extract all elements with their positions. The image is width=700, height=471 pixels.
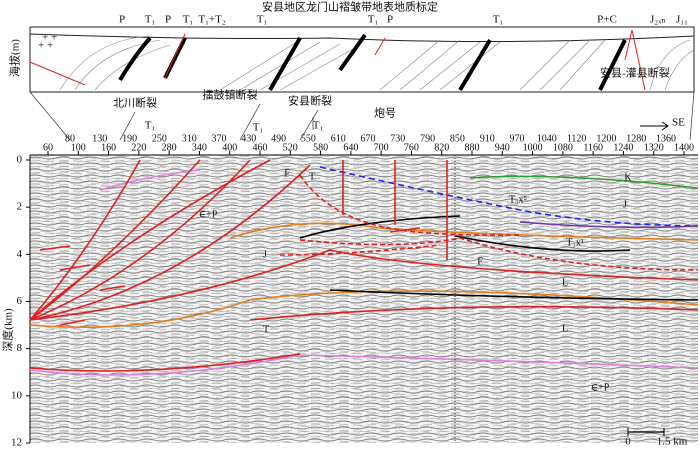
lower-tick-label: 60 bbox=[43, 142, 53, 153]
upper-tick-label: 1040 bbox=[537, 133, 557, 144]
lower-tick-label: 820 bbox=[434, 142, 449, 153]
section-label: J bbox=[623, 199, 627, 210]
section-label: L bbox=[562, 323, 568, 334]
lower-tick-label: 280 bbox=[162, 142, 177, 153]
unit-label: J₂ₓₙ bbox=[650, 14, 666, 26]
lower-tick-label: 1320 bbox=[644, 142, 664, 153]
depth-tick-label: 6 bbox=[17, 295, 23, 307]
lower-tick-label: 100 bbox=[71, 142, 86, 153]
lower-tick-label: 580 bbox=[313, 142, 328, 153]
lower-tick-label: 400 bbox=[222, 142, 237, 153]
fault-name: 安县断裂 bbox=[288, 94, 332, 108]
unit-label: P bbox=[119, 14, 125, 26]
lower-tick-label: 640 bbox=[343, 142, 358, 153]
faults bbox=[29, 159, 699, 326]
upper-tick-label: 550 bbox=[301, 133, 316, 144]
depth-tick-label: 12 bbox=[11, 437, 22, 449]
upper-tick-label: 1120 bbox=[567, 133, 587, 144]
fault-name: 擂鼓镇断裂 bbox=[203, 88, 258, 102]
lower-tick-label: 220 bbox=[131, 142, 146, 153]
upper-tick-label: 370 bbox=[212, 133, 227, 144]
section-label: ∈+P bbox=[591, 382, 610, 393]
direction-label: SE bbox=[672, 117, 685, 129]
depth-axis-label: 深度(km) bbox=[1, 308, 15, 352]
unit-label: T₁ bbox=[493, 14, 504, 26]
depth-tick-label: 0 bbox=[17, 154, 23, 166]
connectors bbox=[29, 91, 695, 141]
section-label: F bbox=[284, 168, 290, 179]
lower-tick-label: 1400 bbox=[674, 142, 694, 153]
upper-tick-label: 310 bbox=[182, 133, 197, 144]
unit-label: T₁+T₂ bbox=[198, 14, 225, 26]
upper-tick-label: 430 bbox=[241, 133, 256, 144]
svg-text:+ +: + + bbox=[38, 40, 53, 52]
top-section: + ++ + bbox=[29, 26, 695, 93]
unit-label: J₁₁ bbox=[676, 14, 688, 26]
upper-tick-label: 970 bbox=[510, 133, 525, 144]
upper-tick-label: 850 bbox=[450, 133, 465, 144]
lower-tick-label: 1000 bbox=[523, 142, 543, 153]
unit-label: T₁ bbox=[183, 14, 194, 26]
fault-label: 安县-灌县断裂 bbox=[600, 66, 670, 80]
section-label: J bbox=[263, 249, 267, 260]
upper-tick-label: 730 bbox=[390, 133, 405, 144]
upper-tick-label: 80 bbox=[65, 133, 75, 144]
upper-tick-label: 670 bbox=[361, 133, 376, 144]
title: 安县地区龙门山褶皱带地表地质标定 bbox=[262, 0, 438, 14]
unit-label: T₁ bbox=[368, 14, 379, 26]
direction-arrow bbox=[640, 121, 669, 131]
lower-tick-label: 1240 bbox=[613, 142, 633, 153]
lower-tick-label: 940 bbox=[495, 142, 510, 153]
shot-axis-label: 炮号 bbox=[374, 107, 396, 120]
upper-tick-label: 1360 bbox=[656, 133, 676, 144]
section-label: K bbox=[624, 172, 632, 183]
fault-unit: T₁ bbox=[313, 120, 324, 132]
section-label: F bbox=[477, 256, 483, 267]
unit-label: P bbox=[165, 14, 171, 26]
lower-tick-label: 520 bbox=[283, 142, 298, 153]
depth-tick-label: 10 bbox=[11, 389, 23, 401]
svg-text:+ +: + + bbox=[42, 32, 57, 44]
fault-unit: T₁ bbox=[253, 122, 264, 134]
fault-name: 北川断裂 bbox=[113, 96, 157, 110]
lower-tick-label: 1160 bbox=[583, 142, 603, 153]
section-label: T bbox=[309, 171, 315, 182]
unit-label: P+C bbox=[597, 14, 617, 26]
lower-tick-label: 700 bbox=[374, 142, 389, 153]
upper-tick-label: 490 bbox=[271, 133, 286, 144]
unit-label: T₁ bbox=[257, 14, 268, 26]
upper-tick-label: 610 bbox=[331, 133, 346, 144]
lower-tick-label: 880 bbox=[465, 142, 480, 153]
depth-tick-label: 4 bbox=[17, 248, 23, 260]
unit-label: P bbox=[387, 14, 393, 26]
upper-tick-label: 190 bbox=[122, 133, 137, 144]
upper-tick-label: 130 bbox=[92, 133, 107, 144]
upper-tick-label: 790 bbox=[420, 133, 435, 144]
scale-end: 1.5 km bbox=[657, 436, 688, 448]
unit-label: T₁ bbox=[145, 14, 156, 26]
depth-tick-label: 2 bbox=[17, 201, 23, 213]
depth-tick-label: 8 bbox=[17, 342, 23, 354]
lower-tick-label: 760 bbox=[404, 142, 419, 153]
upper-tick-label: 1200 bbox=[596, 133, 616, 144]
upper-tick-label: 250 bbox=[152, 133, 167, 144]
lower-tick-label: 1080 bbox=[553, 142, 573, 153]
lower-tick-label: 460 bbox=[253, 142, 268, 153]
upper-tick-label: 1280 bbox=[626, 133, 646, 144]
elevation-label: 海拔(m) bbox=[8, 39, 22, 77]
section-label: T bbox=[263, 324, 269, 335]
fault-unit: T₁ bbox=[145, 120, 156, 132]
section-label: ∈+P bbox=[199, 209, 218, 220]
section-label: T₃x⁵ bbox=[509, 194, 527, 205]
section-label: T₃x¹ bbox=[566, 237, 584, 248]
upper-tick-label: 910 bbox=[480, 133, 495, 144]
scale-start: 0 bbox=[625, 436, 631, 448]
lower-tick-label: 160 bbox=[101, 142, 116, 153]
section-label: L bbox=[562, 277, 568, 288]
lower-tick-label: 340 bbox=[192, 142, 207, 153]
